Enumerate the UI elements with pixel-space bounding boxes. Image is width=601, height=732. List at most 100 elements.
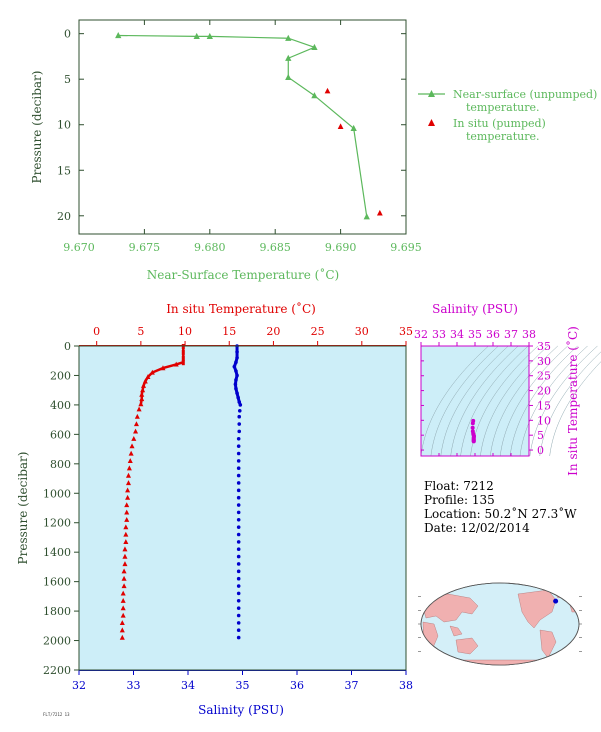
near-surface-x-tick-label: 9.685 <box>259 241 291 254</box>
temperature-point <box>124 509 130 515</box>
ts-y-tick-label: 0 <box>537 444 544 457</box>
temp-x-tick-label: 25 <box>311 325 325 338</box>
salinity-point <box>236 451 241 456</box>
salinity-point <box>234 360 238 365</box>
world-map <box>418 582 582 666</box>
profile-bottom-x-label: Salinity (PSU) <box>198 703 284 717</box>
ts-x-tick-label: 36 <box>486 328 500 341</box>
profile-y-tick-label: 1800 <box>43 605 71 618</box>
salinity-point <box>236 473 241 478</box>
float-info: Float: 7212 Profile: 135 Location: 50.2˚… <box>424 479 577 535</box>
salinity-point <box>233 382 238 387</box>
density-contour <box>549 361 601 457</box>
temperature-point <box>128 450 134 456</box>
sal-x-tick-label: 35 <box>236 679 250 692</box>
near-surface-line <box>118 34 368 217</box>
near-surface-point <box>193 32 200 40</box>
temperature-point <box>119 620 125 625</box>
salinity-point <box>236 628 241 633</box>
float-location: Location: 50.2˚N 27.3˚W <box>424 506 577 521</box>
near-surface-chart: 9.670 9.675 9.680 9.685 9.690 9.695 0 5 10 15 20 N… <box>30 19 597 282</box>
salinity-point <box>236 481 241 485</box>
temperature-point <box>124 502 130 508</box>
near-surface-x-tick-label: 9.695 <box>390 241 422 254</box>
salinity-point <box>236 532 241 537</box>
near-surface-point <box>206 32 213 40</box>
density-contour <box>509 345 578 457</box>
profile-y-tick-label: 1400 <box>43 546 71 559</box>
temperature-point <box>119 634 125 640</box>
profile-y-tick-label: 1000 <box>43 487 71 500</box>
temperature-point <box>131 435 137 441</box>
density-contour <box>529 345 598 457</box>
near-surface-point <box>285 73 292 80</box>
salinity-point <box>235 391 239 395</box>
near-surface-point <box>285 34 292 41</box>
sal-x-tick-label: 37 <box>345 679 359 692</box>
ts-x-tick-label: 37 <box>504 328 518 341</box>
ts-x-tick-label: 33 <box>432 328 446 341</box>
profile-y-tick-label: 2200 <box>43 664 71 677</box>
temperature-point <box>125 472 132 478</box>
salinity-point <box>236 395 240 400</box>
temperature-point <box>125 494 131 500</box>
near-surface-plot-frame <box>78 19 407 235</box>
temperature-point <box>120 605 126 611</box>
salinity-point <box>237 409 242 413</box>
ts-point <box>470 421 475 426</box>
temp-x-tick-label: 15 <box>222 325 236 338</box>
temperature-point <box>123 531 129 537</box>
sal-x-tick-label: 32 <box>72 679 86 692</box>
profile-y-tick-label: 2000 <box>43 635 71 648</box>
salinity-point <box>237 429 242 434</box>
temperature-point <box>134 413 140 419</box>
temperature-point <box>122 553 128 559</box>
temp-x-tick-label: 0 <box>93 325 100 338</box>
profile-y-tick-label: 1200 <box>43 517 71 530</box>
density-contour <box>440 345 509 457</box>
salinity-point <box>232 364 237 369</box>
ts-point <box>470 425 475 430</box>
temperature-point <box>120 590 126 596</box>
near-surface-point <box>285 54 292 61</box>
insitu-point <box>376 209 383 216</box>
salinity-point <box>237 414 242 419</box>
salinity-point <box>236 466 241 471</box>
insitu-point <box>337 123 344 129</box>
legend-label-insitu-1: In situ (pumped) <box>453 117 546 130</box>
salinity-point <box>235 373 239 378</box>
salinity-point <box>234 378 238 382</box>
density-contour <box>539 351 601 457</box>
density-contour <box>420 345 489 457</box>
temperature-point <box>125 487 131 493</box>
density-contour <box>490 345 559 457</box>
profile-number: Profile: 135 <box>424 493 495 507</box>
density-contour <box>460 345 529 457</box>
temperature-point <box>120 597 126 603</box>
temperature-point <box>121 568 127 574</box>
temp-x-tick-label: 10 <box>178 325 192 338</box>
temperature-point <box>125 480 132 486</box>
sal-x-tick-label: 34 <box>181 679 195 692</box>
salinity-point <box>236 510 241 515</box>
salinity-point <box>236 459 241 463</box>
ts-x-tick-label: 38 <box>522 328 536 341</box>
ts-y-tick-label: 30 <box>537 355 551 368</box>
landmass-north-america <box>517 589 557 629</box>
float-number: Float: 7212 <box>424 479 494 493</box>
near-surface-y-tick-label: 0 <box>64 28 71 41</box>
ts-x-tick-label: 35 <box>468 328 482 341</box>
ts-y-tick-label: 35 <box>537 340 551 353</box>
insitu-point <box>324 87 331 94</box>
near-surface-y-tick-label: 10 <box>57 119 71 132</box>
salinity-point <box>236 436 241 441</box>
legend-label-nearsurface-2: temperature. <box>466 101 540 114</box>
sal-x-tick-label: 36 <box>290 679 304 692</box>
near-surface-x-tick-label: 9.670 <box>63 241 95 254</box>
salinity-point <box>236 562 241 566</box>
ts-y-tick-label: 10 <box>537 414 551 427</box>
profile-y-tick-label: 200 <box>50 369 71 382</box>
profile-y-tick-label: 800 <box>50 458 71 471</box>
ts-x-tick-label: 32 <box>414 328 428 341</box>
near-surface-point <box>311 43 318 50</box>
